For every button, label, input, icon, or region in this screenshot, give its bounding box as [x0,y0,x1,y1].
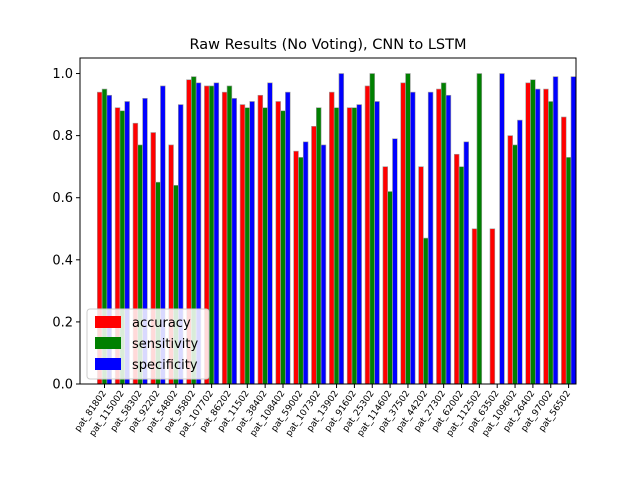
bar-accuracy-pat_11502 [239,104,246,385]
bar-specificity-pat_114602 [392,138,398,385]
bar-specificity-pat_107702 [213,82,220,385]
bar-sensitivity-pat_37502 [405,73,411,385]
bar-sensitivity-pat_27302 [440,82,447,385]
legend: accuracy sensitivity specificity [86,308,210,380]
y-tick-label: 0.4 [52,253,73,268]
bar-specificity-pat_109602 [517,119,523,385]
bar-specificity-pat_108402 [285,91,291,385]
legend-label-specificity: specificity [132,358,198,373]
bar-specificity-pat_97002 [552,76,559,385]
bar-sensitivity-pat_25302 [369,73,375,385]
bar-accuracy-pat_56502 [561,116,567,385]
legend-swatch-accuracy [95,316,121,328]
bar-specificity-pat_91602 [356,104,362,385]
bar-sensitivity-pat_109602 [512,144,518,385]
bar-accuracy-pat_108402 [275,101,281,385]
bar-sensitivity-pat_107302 [315,107,322,385]
bar-specificity-pat_44202 [427,91,434,385]
bar-accuracy-pat_13902 [329,91,335,385]
bar-accuracy-pat_109602 [507,135,513,385]
bar-specificity-pat_13902 [338,73,345,385]
bar-accuracy-pat_37502 [400,82,406,385]
bar-accuracy-pat_86202 [221,91,228,385]
y-tick-label: 0.0 [52,378,73,393]
bar-accuracy-pat_27302 [436,88,442,385]
y-axis: 0.0 0.2 0.4 0.6 0.8 1.0 [52,67,80,393]
bar-sensitivity-pat_56502 [565,157,572,385]
bar-specificity-pat_38402 [267,82,273,385]
bar-specificity-pat_56502 [570,76,577,385]
bar-sensitivity-pat_11502 [244,107,250,385]
bar-specificity-pat_27302 [445,94,452,385]
bar-sensitivity-pat_107702 [208,85,215,385]
bar-accuracy-pat_114602 [382,166,388,385]
bar-specificity-pat_62002 [463,141,469,385]
plot-frame [79,57,577,385]
bar-sensitivity-pat_44202 [423,237,429,385]
bar-sensitivity-pat_62002 [458,166,465,385]
bar-accuracy-pat_112502 [471,228,478,385]
legend-swatch-specificity [95,358,121,370]
bar-sensitivity-pat_86202 [226,85,233,385]
y-tick-label: 1.0 [52,67,73,82]
bar-specificity-pat_63502 [499,73,505,385]
bar-sensitivity-pat_38402 [262,107,268,385]
y-tick-label: 0.6 [52,191,73,206]
y-tick-label: 0.2 [52,315,73,330]
bar-accuracy-pat_91602 [346,107,353,385]
bar-accuracy-pat_59002 [293,150,299,385]
legend-swatch-sensitivity [95,337,121,349]
bar-sensitivity-pat_26402 [530,79,536,385]
bar-sensitivity-pat_112502 [476,73,483,385]
bar-specificity-pat_26402 [534,88,541,385]
bars-layer [97,73,577,385]
bar-specificity-pat_25302 [374,101,380,385]
bar-accuracy-pat_44202 [418,166,424,385]
bar-sensitivity-pat_108402 [280,110,286,385]
y-tick-label: 0.8 [52,129,73,144]
bar-accuracy-pat_25302 [364,85,371,385]
bar-sensitivity-pat_13902 [333,107,340,385]
bar-accuracy-pat_62002 [453,153,460,385]
bar-specificity-pat_11502 [249,101,255,385]
bar-specificity-pat_37502 [410,91,416,385]
bar-sensitivity-pat_91602 [351,107,358,385]
bar-accuracy-pat_97002 [543,88,549,385]
bar-accuracy-pat_63502 [489,228,496,385]
bar-sensitivity-pat_97002 [548,101,554,385]
bar-sensitivity-pat_114602 [387,191,393,385]
legend-label-accuracy: accuracy [132,316,191,331]
chart-title: Raw Results (No Voting), CNN to LSTM [190,37,467,53]
bar-accuracy-pat_26402 [525,82,531,385]
bar-accuracy-pat_107302 [311,126,317,385]
legend-label-sensitivity: sensitivity [132,337,199,352]
bar-specificity-pat_86202 [231,98,237,385]
bar-specificity-pat_59002 [302,141,309,385]
bar-sensitivity-pat_59002 [298,157,304,385]
bar-specificity-pat_107302 [320,144,327,385]
bar-accuracy-pat_38402 [257,94,264,385]
